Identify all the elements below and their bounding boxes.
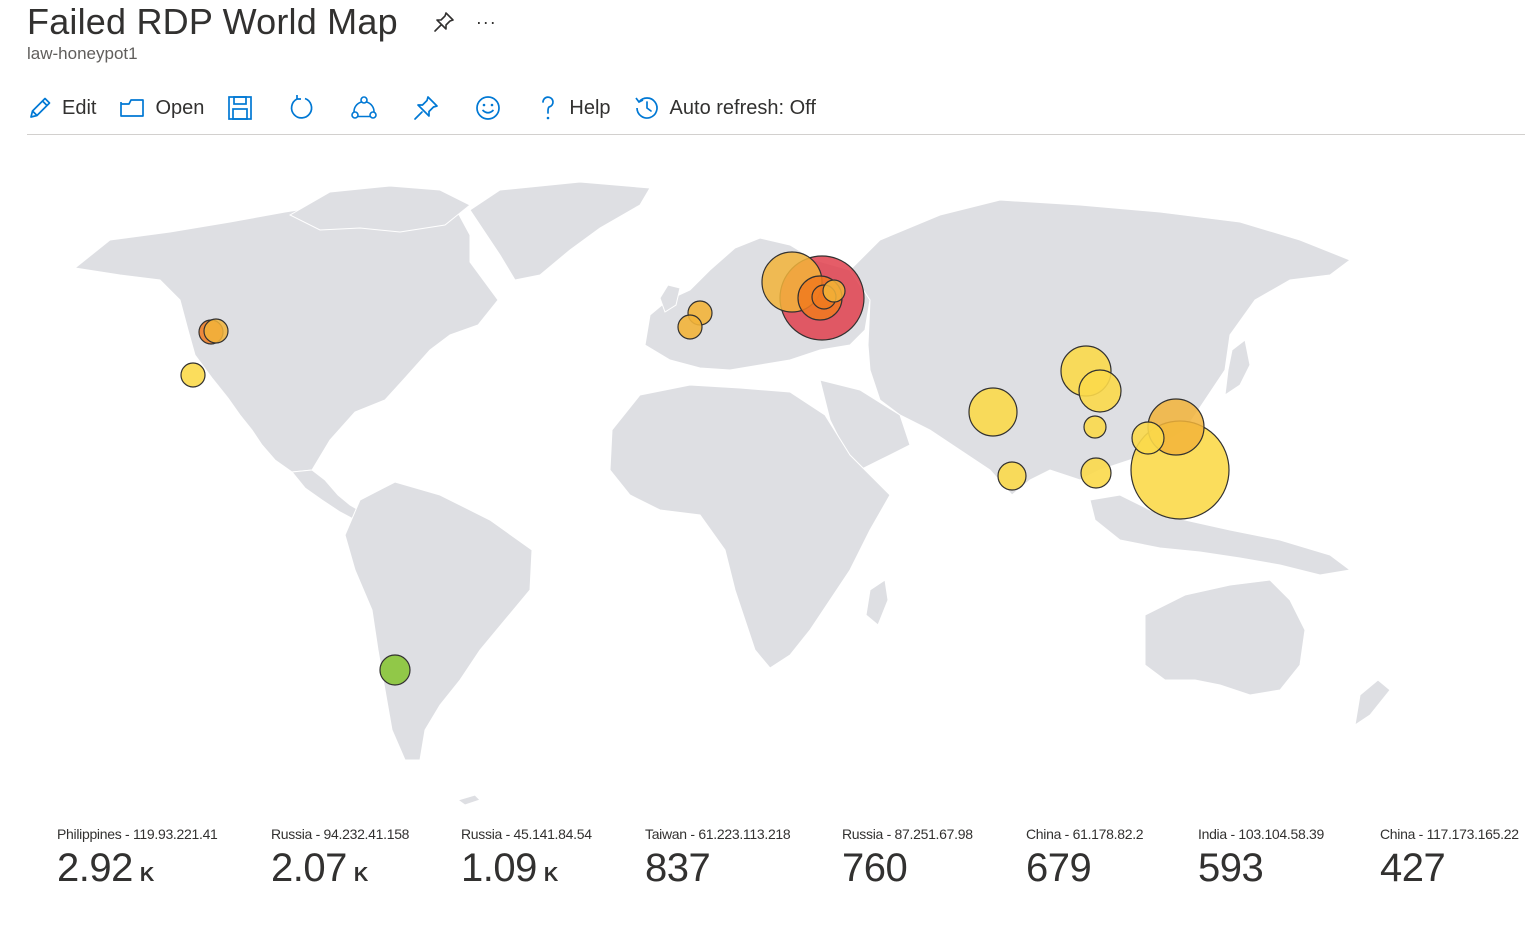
share-icon: [350, 94, 378, 122]
history-clock-icon: [633, 94, 661, 122]
tile-label: Russia - 87.251.67.98: [842, 826, 973, 842]
more-options-button[interactable]: ···: [475, 11, 497, 32]
pencil-icon: [27, 95, 53, 121]
tile-value: 760: [842, 846, 908, 890]
bubble-india-north[interactable]: [968, 387, 1018, 437]
north-america-land: [73, 197, 499, 473]
tile-unit: K: [139, 864, 155, 886]
toolbar-divider: [27, 134, 1525, 135]
japan-land: [1224, 339, 1251, 397]
pin-icon[interactable]: [430, 8, 458, 36]
bubble-hong-kong[interactable]: [1131, 421, 1165, 455]
tile-label: Russia - 94.232.41.158: [271, 826, 410, 842]
bubble-us-west-2[interactable]: [203, 318, 229, 344]
tile-4[interactable]: Taiwan - 61.223.113.218 837: [645, 826, 791, 891]
bubble-southeast-asia[interactable]: [1080, 457, 1112, 489]
southeast-asia-islands-land: [1089, 494, 1352, 576]
tile-unit: K: [353, 864, 369, 886]
tile-label: Taiwan - 61.223.113.218: [645, 826, 791, 842]
bubble-europe-2[interactable]: [677, 314, 703, 340]
tile-value: 2.07: [271, 846, 347, 890]
toolbar: Edit Open Help: [27, 88, 1525, 128]
question-mark-icon: [536, 94, 560, 122]
tile-6[interactable]: China - 61.178.82.2 679: [1026, 826, 1144, 891]
south-america-land: [344, 481, 533, 761]
open-folder-icon: [118, 95, 146, 121]
bubble-russia-tiny[interactable]: [822, 279, 846, 303]
top-attackers-tiles: Philippines - 119.93.221.41 2.92 K Russia…: [0, 826, 1525, 916]
bubble-us-california[interactable]: [180, 362, 206, 388]
tile-value: 837: [645, 846, 711, 890]
tile-label: Philippines - 119.93.221.41: [57, 826, 218, 842]
tile-1[interactable]: Philippines - 119.93.221.41 2.92 K: [57, 826, 218, 891]
edit-label: Edit: [62, 96, 97, 119]
asia-land: [849, 199, 1352, 496]
save-button[interactable]: [226, 94, 254, 122]
workspace-subtitle: law-honeypot1: [27, 44, 138, 63]
tile-8[interactable]: China - 117.173.165.22 427: [1380, 826, 1519, 891]
share-button[interactable]: [350, 94, 378, 122]
madagascar-land: [865, 579, 889, 626]
tile-value: 427: [1380, 846, 1446, 890]
tile-7[interactable]: India - 103.104.58.39 593: [1198, 826, 1324, 891]
antarctic-land: [456, 794, 481, 806]
new-zealand-land: [1354, 679, 1391, 727]
refresh-icon: [288, 94, 316, 122]
header: Failed RDP World Map ···: [27, 0, 497, 44]
help-label: Help: [569, 96, 611, 119]
central-america-land: [291, 469, 363, 521]
pin-to-dashboard-button[interactable]: [412, 94, 440, 122]
bubble-layer: [180, 251, 1230, 686]
save-icon: [226, 94, 254, 122]
tile-label: China - 61.178.82.2: [1026, 826, 1144, 842]
tile-value: 1.09: [461, 846, 537, 890]
bubble-china-south[interactable]: [1083, 415, 1107, 439]
uk-land: [659, 284, 681, 313]
tile-value: 679: [1026, 846, 1092, 890]
edit-button[interactable]: Edit: [27, 95, 96, 121]
help-button[interactable]: Help: [536, 94, 611, 122]
refresh-button[interactable]: [288, 94, 316, 122]
bubble-india-south[interactable]: [997, 461, 1027, 491]
australia-land: [1144, 579, 1306, 696]
tile-label: India - 103.104.58.39: [1198, 826, 1325, 842]
tile-5[interactable]: Russia - 87.251.67.98 760: [842, 826, 973, 891]
page-title: Failed RDP World Map: [27, 1, 398, 42]
open-button[interactable]: Open: [118, 95, 204, 121]
auto-refresh-button[interactable]: Auto refresh: Off: [633, 94, 816, 122]
tile-3[interactable]: Russia - 45.141.84.54 1.09 K: [461, 826, 592, 891]
bubble-chile[interactable]: [379, 654, 411, 686]
tile-label: China - 117.173.165.22: [1380, 826, 1519, 842]
arabia-land: [819, 379, 911, 471]
tile-2[interactable]: Russia - 94.232.41.158 2.07 K: [271, 826, 409, 891]
greenland-land: [469, 181, 651, 281]
africa-land: [609, 384, 891, 669]
pin-icon: [412, 94, 440, 122]
open-label: Open: [155, 96, 205, 119]
bubble-china-central[interactable]: [1078, 369, 1122, 413]
tile-value: 593: [1198, 846, 1264, 890]
world-map[interactable]: [0, 140, 1525, 820]
smiley-icon: [474, 94, 502, 122]
tile-unit: K: [543, 864, 559, 886]
arctic-islands-land: [288, 185, 471, 233]
tile-label: Russia - 45.141.84.54: [461, 826, 592, 842]
feedback-button[interactable]: [474, 94, 502, 122]
tile-value: 2.92: [57, 846, 133, 890]
auto-refresh-label: Auto refresh: Off: [669, 96, 816, 119]
